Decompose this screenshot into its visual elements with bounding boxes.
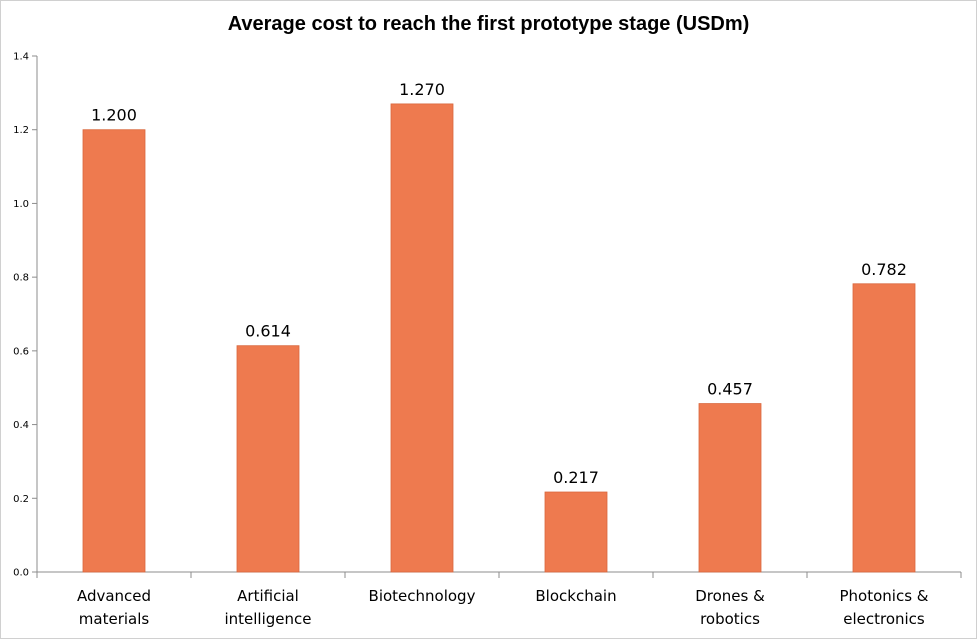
bar [82,129,146,573]
y-tick-label: 0.0 [13,568,29,579]
x-category-label: Blockchain [535,587,616,605]
bar [390,103,454,573]
y-tick-label: 0.4 [13,420,29,431]
data-label: 1.270 [399,80,445,99]
data-label: 0.457 [707,380,753,399]
y-tick-label: 1.0 [13,199,29,210]
bar [698,403,762,573]
y-tick-label: 1.4 [13,52,29,63]
bar [236,345,300,573]
x-category-label: electronics [843,610,925,628]
data-label: 0.782 [861,260,907,279]
x-category-label: intelligence [224,610,311,628]
x-category-label: Photonics & [840,587,929,605]
x-category-label: materials [79,610,150,628]
y-tick-label: 0.6 [13,346,29,357]
x-category-label: Artificial [237,587,299,605]
y-tick-label: 1.2 [13,125,29,136]
chart-title: Average cost to reach the first prototyp… [227,13,750,35]
data-label: 1.200 [91,106,137,125]
x-category-label: Biotechnology [369,587,476,605]
y-tick-label: 0.8 [13,273,29,284]
x-category-label: Drones & [695,587,765,605]
data-label: 0.217 [553,468,599,487]
y-tick-label: 0.2 [13,494,29,505]
bar [852,283,916,573]
x-category-label: Advanced [77,587,151,605]
bar [544,491,608,573]
x-category-label: robotics [700,610,760,628]
data-label: 0.614 [245,322,291,341]
